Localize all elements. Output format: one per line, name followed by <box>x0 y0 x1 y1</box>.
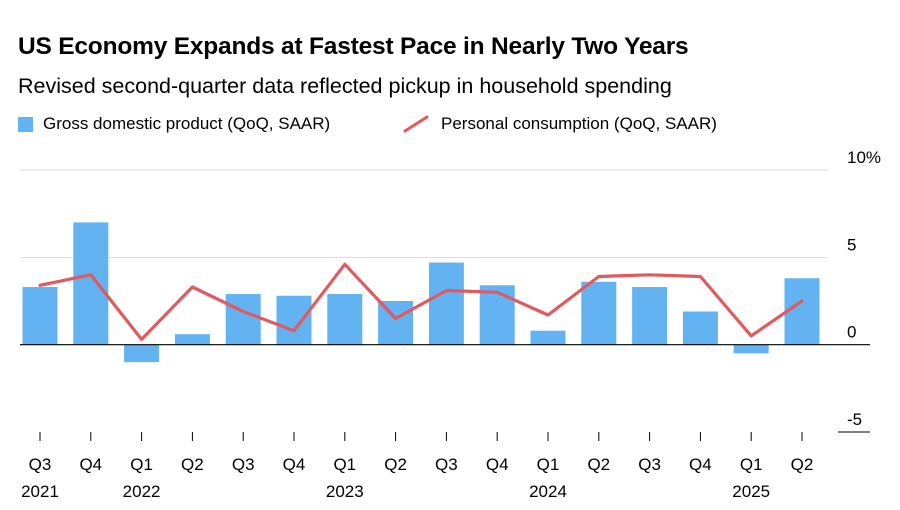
x-tick-label: Q2 <box>181 455 204 474</box>
gdp-bar <box>733 344 769 354</box>
x-tick-label: Q3 <box>232 455 255 474</box>
gdp-bar <box>73 222 109 345</box>
consumption-line <box>38 262 804 341</box>
gdp-bar <box>632 287 668 345</box>
x-year-label: 2023 <box>326 482 364 501</box>
legend-label-consumption: Personal consumption (QoQ, SAAR) <box>441 114 717 133</box>
gdp-bar <box>276 295 312 345</box>
gdp-bar <box>124 344 160 363</box>
gdp-bar <box>581 281 617 345</box>
gdp-bar <box>22 287 58 345</box>
x-tick-label: Q1 <box>537 455 560 474</box>
x-tick-label: Q1 <box>333 455 356 474</box>
chart-title: US Economy Expands at Fastest Pace in Ne… <box>18 33 689 60</box>
x-year-label: 2024 <box>529 482 567 501</box>
y-tick-label: 10% <box>847 148 881 167</box>
x-tick-label: Q1 <box>130 455 153 474</box>
x-year-label: 2025 <box>732 482 770 501</box>
gdp-bar <box>479 285 515 345</box>
legend-swatch-bar <box>18 116 33 132</box>
gdp-bar <box>682 311 718 345</box>
y-tick-label: 5 <box>847 235 856 254</box>
gdp-bar <box>225 294 261 345</box>
legend-item-gdp: Gross domestic product (QoQ, SAAR) <box>18 114 330 134</box>
y-tick-label: 0 <box>847 323 856 342</box>
chart-subtitle: Revised second-quarter data reflected pi… <box>18 74 672 98</box>
gdp-bar <box>784 278 820 345</box>
x-tick-label: Q2 <box>791 455 814 474</box>
x-tick-label: Q2 <box>384 455 407 474</box>
x-tick-label: Q4 <box>689 455 712 474</box>
x-tick-label: Q3 <box>29 455 52 474</box>
gdp-bar <box>327 294 363 345</box>
gdp-bar <box>530 330 566 345</box>
legend-label-gdp: Gross domestic product (QoQ, SAAR) <box>43 114 331 133</box>
x-tick-label: Q4 <box>486 455 509 474</box>
x-year-label: 2021 <box>21 482 59 501</box>
legend-item-consumption: Personal consumption (QoQ, SAAR) <box>403 114 717 134</box>
x-tick-label: Q4 <box>79 455 102 474</box>
x-year-label: 2022 <box>123 482 161 501</box>
x-tick-label: Q2 <box>587 455 610 474</box>
y-tick-label: -5 <box>847 410 862 429</box>
x-tick-label: Q3 <box>435 455 458 474</box>
x-tick-label: Q4 <box>283 455 306 474</box>
legend-swatch-line <box>403 115 429 133</box>
x-tick-label: Q1 <box>740 455 763 474</box>
gdp-bar <box>174 334 210 345</box>
x-tick-label: Q3 <box>638 455 661 474</box>
gdp-bar <box>428 262 464 345</box>
